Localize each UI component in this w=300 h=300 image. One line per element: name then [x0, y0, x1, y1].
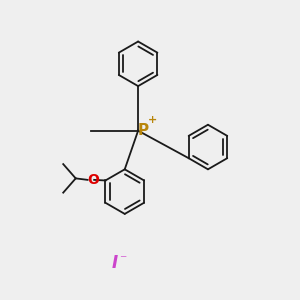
Text: +: +	[148, 115, 157, 125]
Text: P: P	[138, 123, 149, 138]
Text: I: I	[111, 254, 117, 272]
Text: O: O	[87, 173, 99, 187]
Text: ⁻: ⁻	[120, 254, 127, 268]
